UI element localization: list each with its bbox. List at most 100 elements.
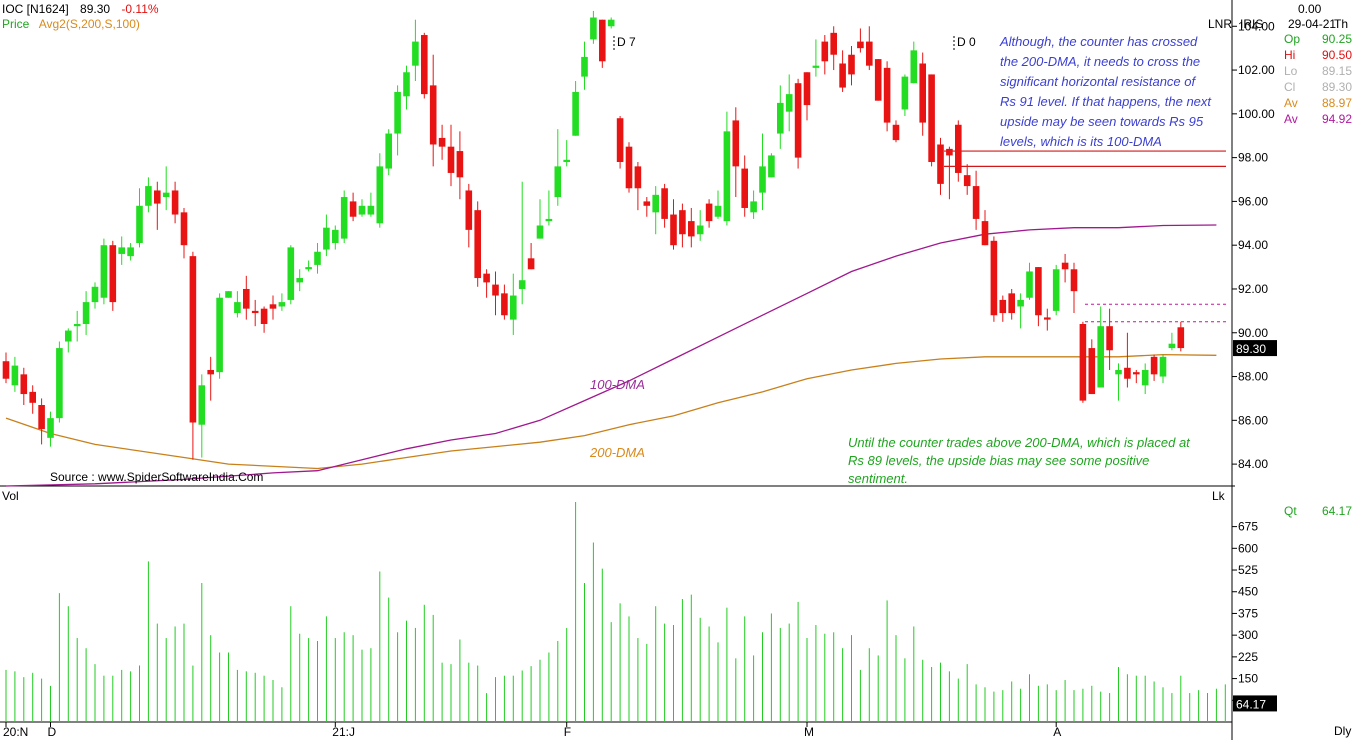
candle-body	[741, 168, 748, 208]
candle-body	[732, 120, 740, 167]
candle-body	[616, 118, 624, 162]
candle	[1177, 321, 1185, 352]
candle-body	[803, 72, 811, 106]
candle-body	[403, 72, 410, 97]
candle-body	[412, 41, 419, 66]
price-tick-label: 92.00	[1238, 282, 1268, 296]
candle-body	[777, 102, 784, 134]
candle-body	[376, 166, 384, 224]
candle	[1008, 288, 1015, 320]
candle-body	[830, 32, 837, 55]
marker-d0: D 0	[957, 35, 976, 49]
candle	[465, 183, 473, 248]
candle-body	[278, 302, 286, 307]
candle-body	[207, 369, 214, 375]
candle-body	[82, 302, 90, 324]
price-tick-label: 102.00	[1238, 63, 1275, 77]
last-price-tag-text: 89.30	[1236, 342, 1266, 356]
candle	[492, 271, 499, 316]
candle-body	[1061, 262, 1069, 270]
candle	[830, 26, 837, 71]
candle	[714, 190, 722, 219]
candle	[394, 85, 401, 156]
candle	[20, 367, 28, 405]
price-label: Price	[2, 17, 30, 31]
candle	[447, 124, 455, 187]
candle-body	[536, 225, 544, 239]
candle-body	[919, 63, 926, 123]
marker-d7: D 7	[617, 35, 636, 49]
ohlc-key: Av	[1284, 96, 1298, 110]
candle-body	[652, 194, 659, 213]
candle	[536, 199, 544, 239]
price-tick-label: 86.00	[1238, 413, 1268, 427]
candle-body	[688, 221, 695, 237]
source-label: IRIS	[1240, 17, 1264, 31]
candle-body	[127, 247, 134, 257]
candle	[999, 295, 1007, 322]
volume-tick-label: 525	[1238, 563, 1258, 577]
time-tick-label: 20:N	[3, 725, 28, 739]
candle	[590, 10, 597, 44]
candle-body	[963, 175, 971, 187]
candle	[296, 269, 303, 292]
candle-body	[874, 59, 882, 101]
candle-body	[839, 63, 846, 88]
candle	[955, 120, 962, 182]
candle	[1097, 306, 1104, 388]
candle	[1133, 369, 1140, 384]
candle-body	[162, 192, 170, 198]
candle-body	[1044, 317, 1051, 320]
candle	[29, 385, 36, 414]
support-annotation: Until the counter trades above 200-DMA, …	[848, 435, 1190, 486]
candle-body	[269, 304, 277, 309]
candle	[723, 111, 731, 226]
candle	[287, 245, 295, 305]
candle-body	[910, 50, 918, 84]
candle-body	[999, 299, 1007, 314]
volume-tick-label: 600	[1238, 541, 1258, 555]
candle	[100, 238, 108, 305]
candle-body	[367, 205, 375, 215]
day-label: Th	[1334, 17, 1349, 31]
candle	[688, 207, 695, 248]
candle	[634, 162, 642, 211]
candle-body	[447, 146, 455, 173]
price-change: -0.11%	[121, 2, 159, 16]
candle	[928, 74, 935, 167]
candle	[180, 207, 188, 259]
candle-body	[866, 41, 873, 66]
candle-body	[768, 155, 775, 178]
volume-tick-label: 300	[1238, 628, 1258, 642]
resistance-annotation: Although, the counter has crossed the 20…	[1000, 34, 1212, 149]
candle	[189, 251, 197, 460]
candle-body	[679, 210, 686, 235]
candle	[136, 188, 143, 248]
candle	[972, 170, 980, 230]
candle	[857, 28, 864, 53]
candle-body	[848, 54, 855, 75]
candle	[1044, 308, 1051, 331]
volume-label: Vol	[2, 489, 19, 503]
volume-tick-label: 225	[1238, 650, 1258, 664]
candle	[883, 61, 891, 132]
candle	[1141, 363, 1149, 395]
candle-body	[554, 166, 562, 198]
candle	[118, 236, 125, 265]
candle-body	[260, 308, 268, 324]
candle-body	[73, 324, 81, 327]
candle	[2, 352, 10, 384]
volume-tick-label: 150	[1238, 672, 1258, 686]
period-label: Dly	[1334, 724, 1352, 738]
candle	[376, 153, 384, 228]
candle-body	[118, 247, 125, 254]
candle-body	[1106, 326, 1113, 351]
qty-value: 64.17	[1321, 504, 1352, 518]
candle	[412, 19, 419, 81]
candle-body	[785, 94, 793, 112]
candle	[82, 291, 90, 335]
candle-body	[340, 197, 348, 239]
candle	[385, 129, 392, 176]
candle	[456, 131, 464, 200]
candle-body	[1026, 271, 1033, 298]
